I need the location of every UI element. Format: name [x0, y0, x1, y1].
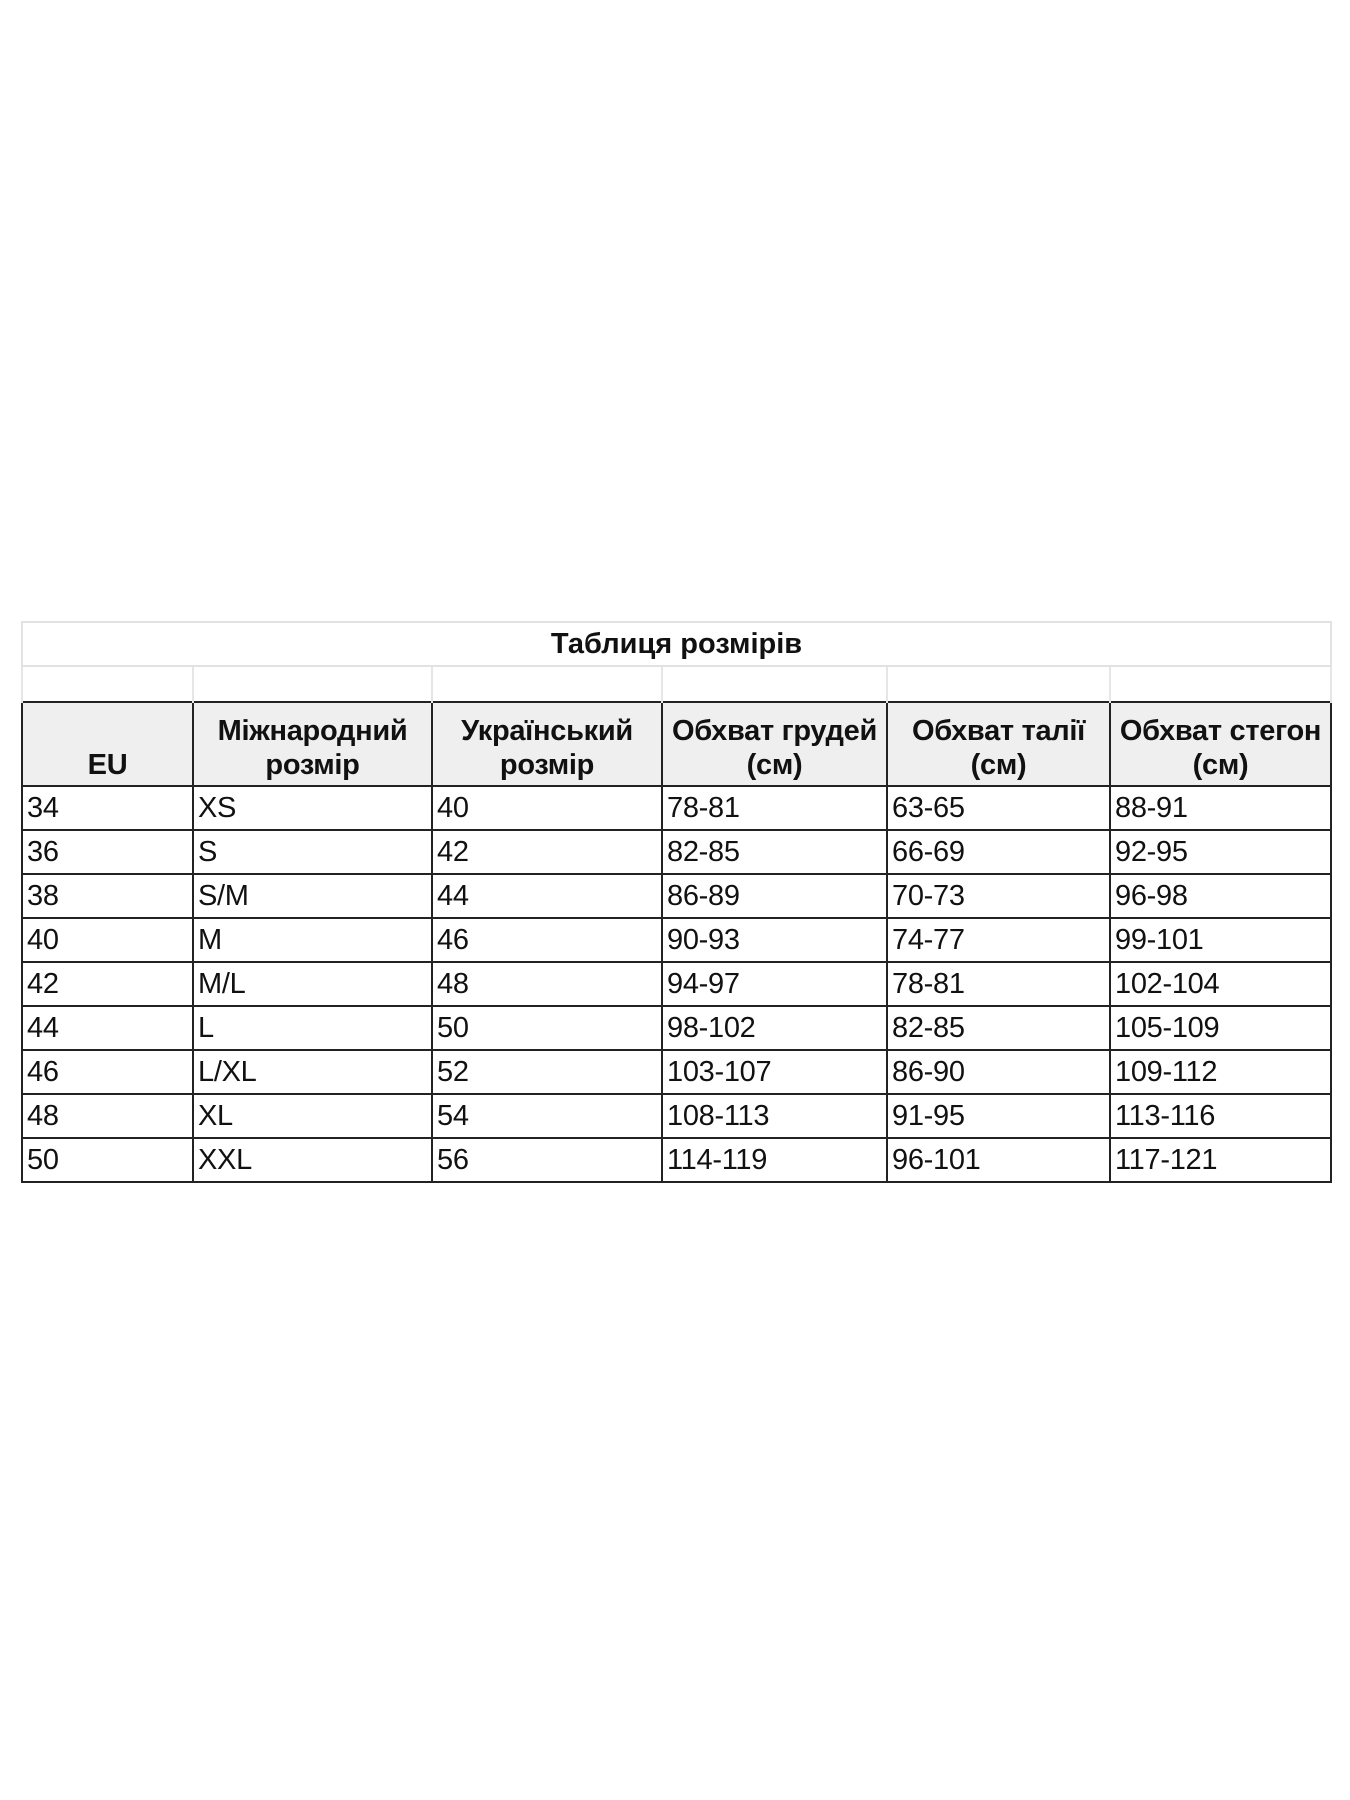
cell-eu: 36 [21, 829, 194, 875]
table-row: 44 L 50 98-102 82-85 105-109 [21, 1005, 1333, 1051]
cell-ukrainian-size: 42 [431, 829, 663, 875]
cell-chest: 78-81 [661, 785, 888, 831]
table-row: 42 M/L 48 94-97 78-81 102-104 [21, 961, 1333, 1007]
cell-ukrainian-size: 40 [431, 785, 663, 831]
cell-hips: 88-91 [1108, 785, 1333, 831]
cell-ukrainian-size: 44 [431, 873, 663, 919]
cell-hips: 92-95 [1108, 829, 1333, 875]
cell-ukrainian-size: 48 [431, 961, 663, 1007]
cell-waist: 70-73 [886, 873, 1111, 919]
cell-hips: 113-116 [1108, 1093, 1333, 1139]
cell-international-size: S/M [192, 873, 433, 919]
table-row: 38 S/M 44 86-89 70-73 96-98 [21, 873, 1333, 919]
empty-row [21, 665, 1333, 702]
cell-hips: 117-121 [1108, 1137, 1333, 1183]
cell-waist: 91-95 [886, 1093, 1111, 1139]
cell-hips: 102-104 [1108, 961, 1333, 1007]
cell-eu: 50 [21, 1137, 194, 1183]
size-table: Таблиця розмірів EU Міжнародний розмір Укр… [20, 621, 1333, 1183]
cell-eu: 40 [21, 917, 194, 963]
cell-chest: 98-102 [661, 1005, 888, 1051]
table-row: 40 M 46 90-93 74-77 99-101 [21, 917, 1333, 963]
cell-waist: 78-81 [886, 961, 1111, 1007]
cell-international-size: XS [192, 785, 433, 831]
cell-waist: 66-69 [886, 829, 1111, 875]
cell-international-size: M [192, 917, 433, 963]
cell-international-size: L/XL [192, 1049, 433, 1095]
cell-international-size: XL [192, 1093, 433, 1139]
cell-ukrainian-size: 46 [431, 917, 663, 963]
cell-international-size: XXL [192, 1137, 433, 1183]
column-header-eu: EU [21, 701, 194, 787]
column-header-hips: Обхват стегон (см) [1108, 701, 1333, 787]
cell-eu: 38 [21, 873, 194, 919]
cell-chest: 82-85 [661, 829, 888, 875]
cell-international-size: M/L [192, 961, 433, 1007]
cell-international-size: S [192, 829, 433, 875]
cell-eu: 34 [21, 785, 194, 831]
cell-waist: 96-101 [886, 1137, 1111, 1183]
cell-eu: 44 [21, 1005, 194, 1051]
cell-ukrainian-size: 56 [431, 1137, 663, 1183]
table-row: 50 XXL 56 114-119 96-101 117-121 [21, 1137, 1333, 1183]
cell-ukrainian-size: 54 [431, 1093, 663, 1139]
cell-chest: 94-97 [661, 961, 888, 1007]
cell-hips: 99-101 [1108, 917, 1333, 963]
table-row: 36 S 42 82-85 66-69 92-95 [21, 829, 1333, 875]
cell-waist: 82-85 [886, 1005, 1111, 1051]
cell-hips: 109-112 [1108, 1049, 1333, 1095]
cell-ukrainian-size: 52 [431, 1049, 663, 1095]
cell-waist: 74-77 [886, 917, 1111, 963]
size-chart: Таблиця розмірів EU Міжнародний розмір Укр… [20, 621, 1333, 1183]
cell-waist: 86-90 [886, 1049, 1111, 1095]
cell-chest: 108-113 [661, 1093, 888, 1139]
cell-chest: 114-119 [661, 1137, 888, 1183]
table-row: 46 L/XL 52 103-107 86-90 109-112 [21, 1049, 1333, 1095]
column-header-waist: Обхват талії (см) [886, 701, 1111, 787]
cell-eu: 42 [21, 961, 194, 1007]
column-header-chest: Обхват грудей (см) [661, 701, 888, 787]
cell-ukrainian-size: 50 [431, 1005, 663, 1051]
column-header-ukrainian-size: Український розмір [431, 701, 663, 787]
cell-chest: 90-93 [661, 917, 888, 963]
cell-international-size: L [192, 1005, 433, 1051]
column-header-international-size: Міжнародний розмір [192, 701, 433, 787]
cell-eu: 48 [21, 1093, 194, 1139]
table-title: Таблиця розмірів [20, 621, 1333, 667]
cell-eu: 46 [21, 1049, 194, 1095]
cell-hips: 96-98 [1108, 873, 1333, 919]
header-row: EU Міжнародний розмір Український розмір Об… [21, 701, 1333, 787]
table-row: 48 XL 54 108-113 91-95 113-116 [21, 1093, 1333, 1139]
table-row: 34 XS 40 78-81 63-65 88-91 [21, 785, 1333, 831]
cell-hips: 105-109 [1108, 1005, 1333, 1051]
cell-chest: 103-107 [661, 1049, 888, 1095]
cell-chest: 86-89 [661, 873, 888, 919]
cell-waist: 63-65 [886, 785, 1111, 831]
